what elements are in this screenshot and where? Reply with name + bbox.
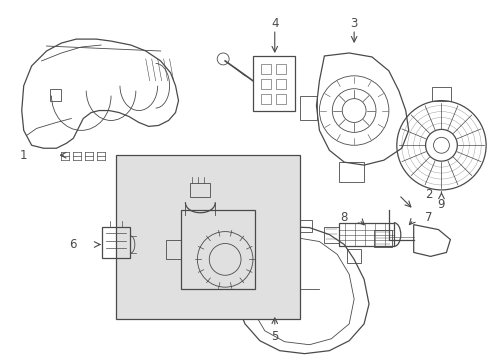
Bar <box>276 94 286 104</box>
Text: 5: 5 <box>271 330 278 343</box>
Text: 2: 2 <box>425 188 432 201</box>
Bar <box>261 94 271 104</box>
Bar <box>166 239 180 260</box>
Bar <box>339 162 364 182</box>
Text: 4: 4 <box>271 17 278 30</box>
Bar <box>253 56 294 111</box>
Text: 3: 3 <box>350 17 358 30</box>
Text: 6: 6 <box>70 238 77 251</box>
Bar <box>261 79 271 89</box>
Bar <box>116 155 299 319</box>
Bar <box>432 87 451 100</box>
Text: 9: 9 <box>438 198 445 211</box>
Bar <box>102 227 130 258</box>
Bar <box>276 64 286 74</box>
Bar <box>49 89 61 100</box>
Bar <box>276 79 286 89</box>
Circle shape <box>434 137 449 153</box>
Bar <box>261 64 271 74</box>
Text: 8: 8 <box>341 211 348 224</box>
Bar <box>347 249 361 264</box>
Bar <box>299 96 318 121</box>
Bar <box>180 210 255 289</box>
Bar <box>191 183 210 197</box>
Text: 7: 7 <box>425 211 432 224</box>
Bar <box>339 223 394 247</box>
Text: 1: 1 <box>20 149 27 162</box>
Bar <box>294 220 313 231</box>
Bar <box>374 230 392 247</box>
Bar <box>324 227 339 243</box>
